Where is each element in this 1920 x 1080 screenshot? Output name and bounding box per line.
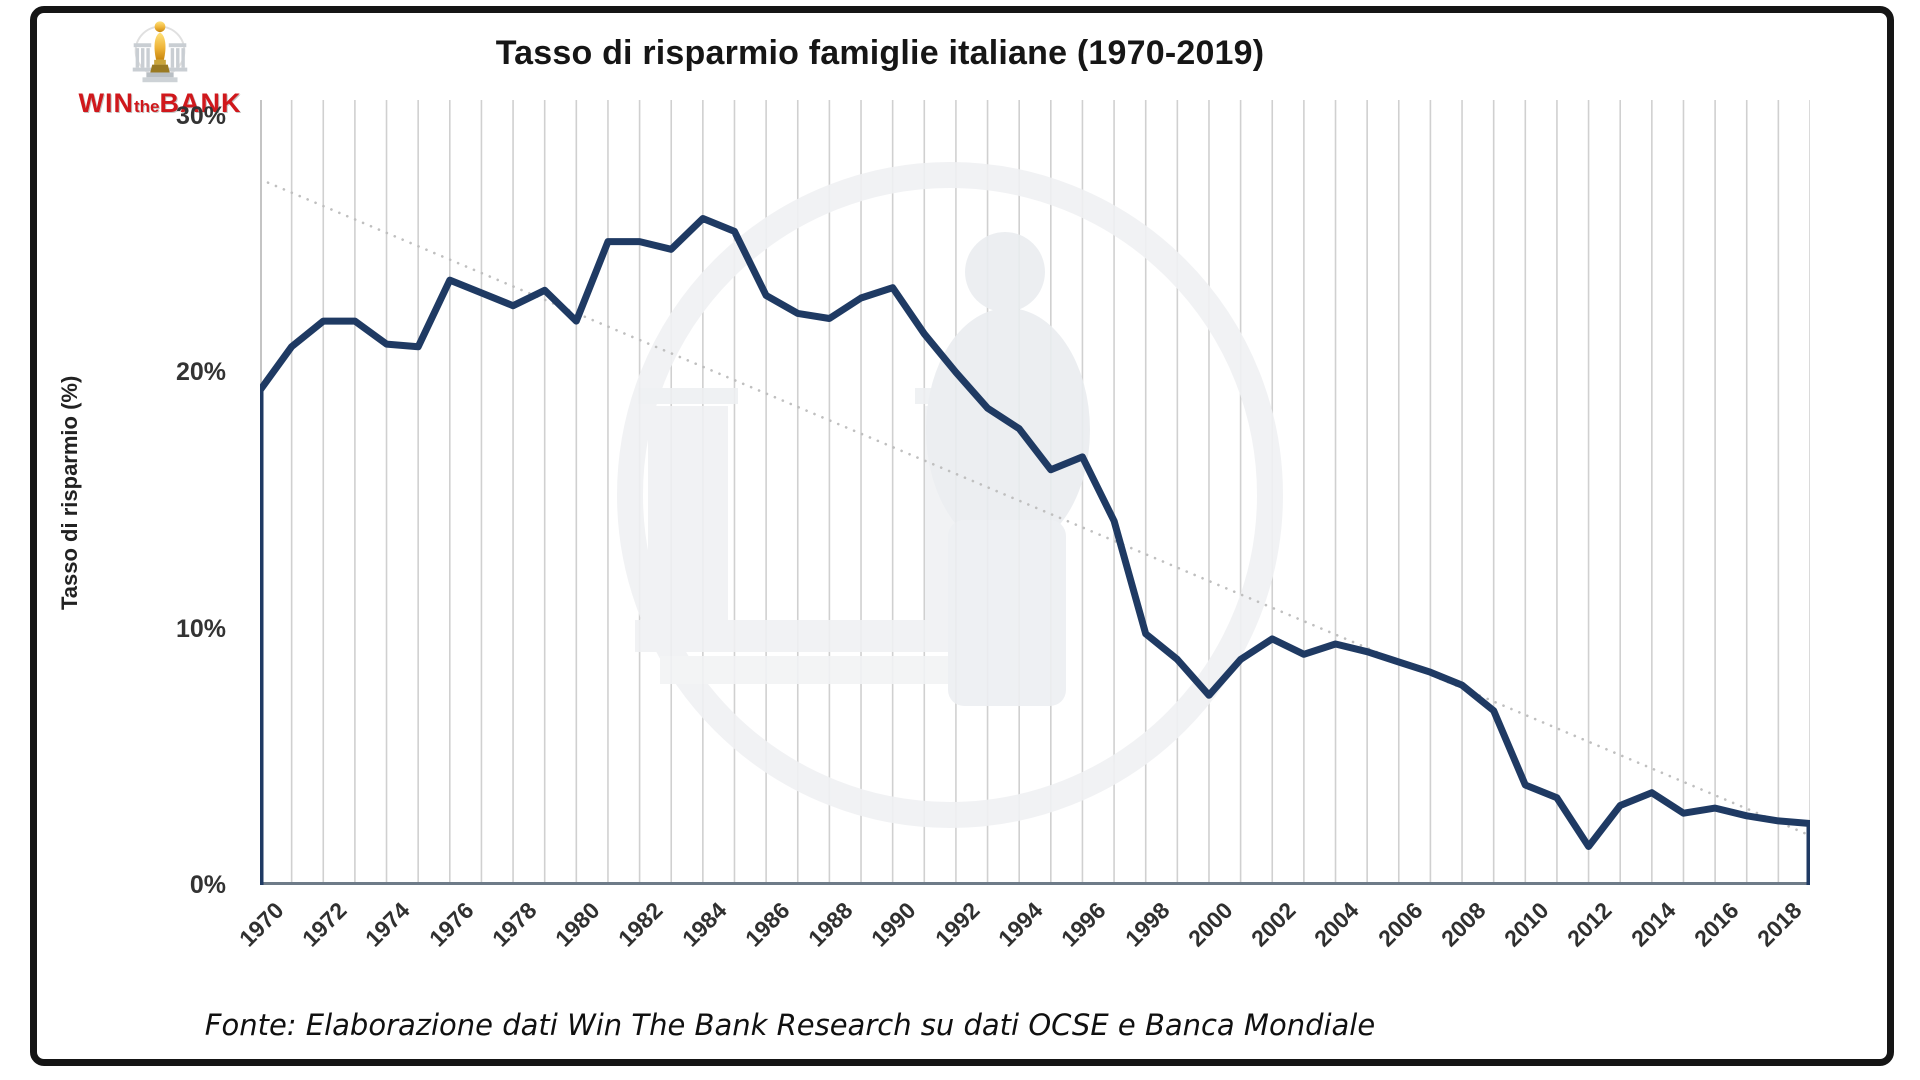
x-tick-label: 2018 (1752, 897, 1807, 952)
winthebank-logo: WINtheBANK (55, 16, 265, 119)
x-tick-label: 2002 (1246, 897, 1301, 952)
x-tick-label: 1990 (866, 897, 922, 952)
x-tick-label: 1986 (739, 897, 795, 952)
y-tick-label: 0% (189, 871, 226, 899)
x-tick-label: 2004 (1309, 897, 1364, 952)
plot-area (260, 100, 1810, 885)
x-tick-label: 2000 (1182, 897, 1238, 952)
x-tick-label: 1994 (993, 897, 1048, 952)
x-tick-label: 1992 (929, 897, 985, 952)
logo-the: the (133, 97, 160, 116)
x-tick-label: 2016 (1688, 897, 1744, 952)
x-tick-label: 1984 (676, 897, 732, 952)
win-the-bank-statue-watermark (617, 162, 1283, 828)
logo-win: WIN (78, 88, 134, 118)
x-tick-label: 1978 (486, 897, 542, 952)
y-tick-label: 10% (175, 614, 226, 643)
x-tick-label: 2008 (1435, 897, 1491, 952)
x-tick-label: 1974 (360, 897, 415, 952)
y-tick-label: 20% (175, 358, 226, 387)
x-tick-label: 2014 (1625, 897, 1681, 952)
x-tick-label: 1996 (1056, 897, 1111, 952)
x-tick-label: 1970 (233, 897, 289, 952)
x-tick-label: 1980 (550, 897, 605, 952)
y-axis-title: Tasso di risparmio (%) (57, 375, 82, 610)
x-tick-label: 1972 (297, 897, 352, 952)
trend-line (266, 181, 1808, 836)
x-tick-label: 1988 (803, 897, 858, 952)
winthebank-statue-icon (132, 21, 188, 83)
x-tick-label: 1998 (1119, 897, 1175, 952)
x-tick-label: 2010 (1499, 897, 1554, 952)
y-tick-label: 30% (175, 102, 226, 130)
chart-title: Tasso di risparmio famiglie italiane (19… (495, 34, 1265, 72)
x-tick-label: 1976 (423, 897, 479, 952)
source-note: Fonte: Elaborazione dati Win The Bank Re… (204, 1008, 1376, 1042)
series-line-tasso-di-risparmio (260, 215, 1810, 885)
x-tick-label: 1982 (613, 897, 668, 952)
x-tick-label: 2012 (1562, 897, 1617, 952)
x-tick-label: 2006 (1372, 897, 1428, 952)
winthebank-wordmark: WINtheBANK (55, 88, 265, 119)
logo-bank: BANK (159, 88, 242, 118)
